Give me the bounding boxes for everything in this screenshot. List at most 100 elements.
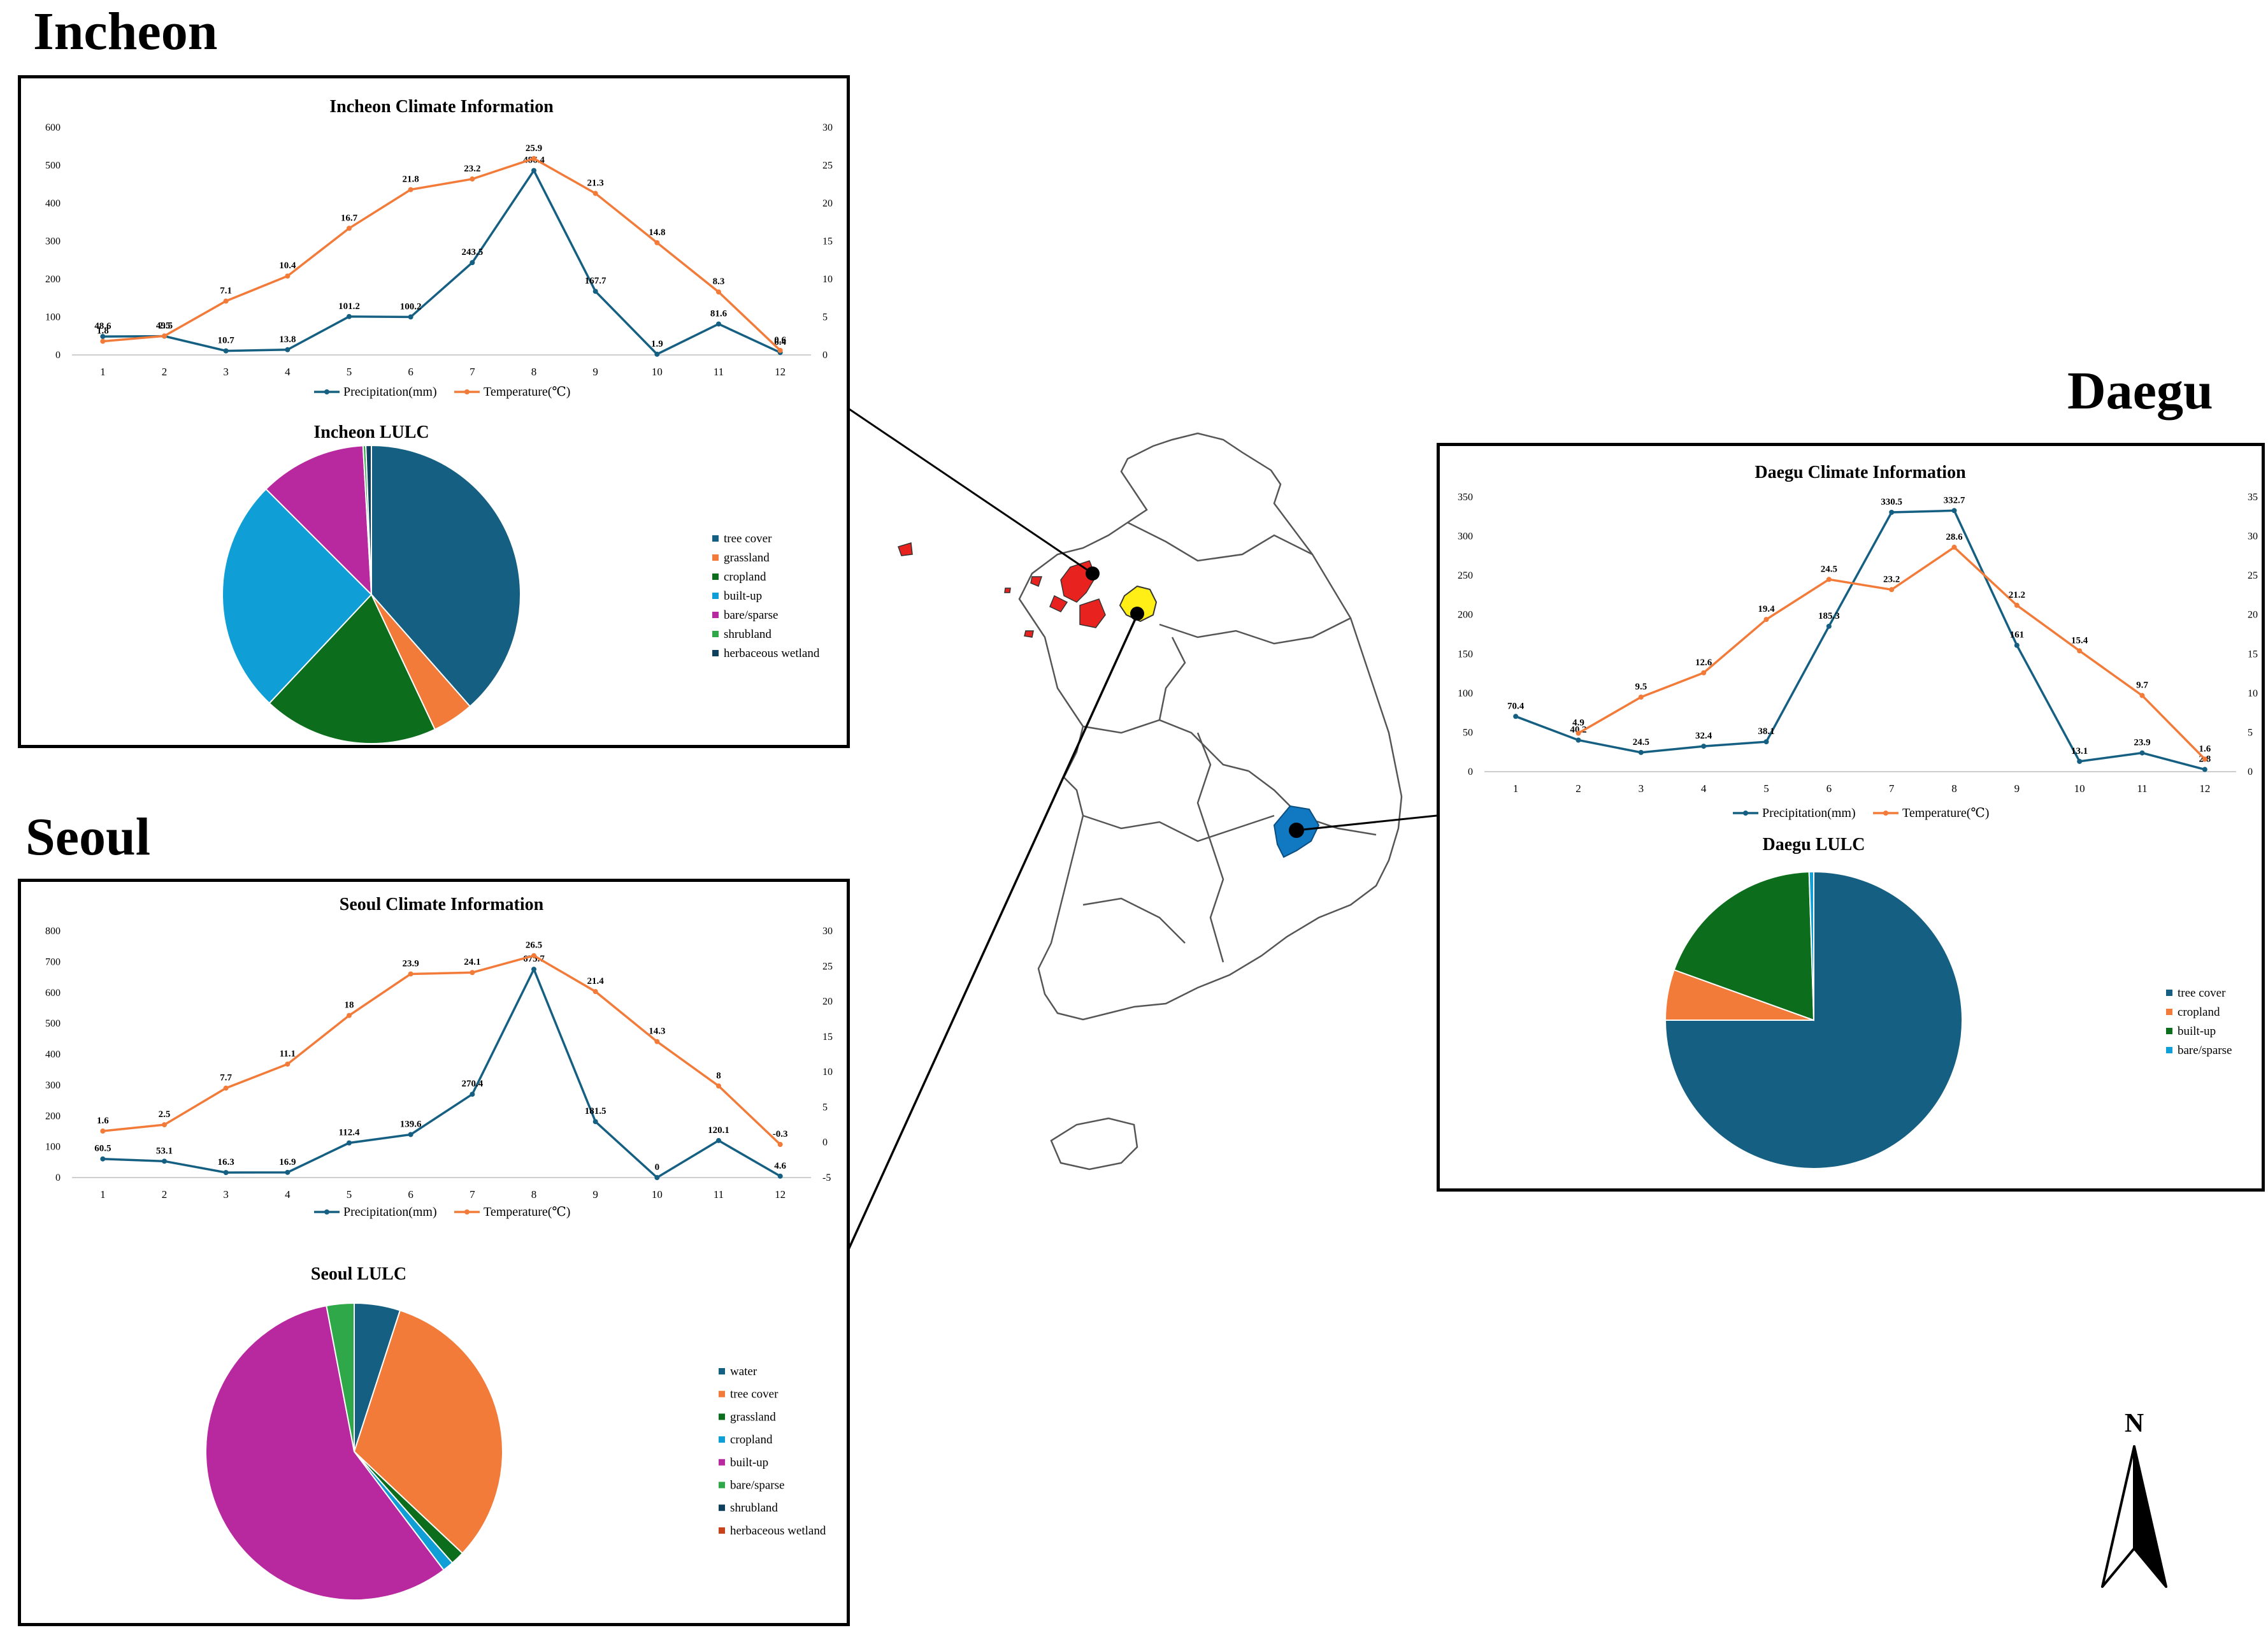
pie-legend-swatch <box>2166 1028 2172 1034</box>
pie-slice <box>365 444 372 595</box>
y-right-tick: 0 <box>822 1137 828 1148</box>
data-point <box>531 967 536 972</box>
data-label: 7.1 <box>220 286 232 296</box>
pie-legend-label: grassland <box>724 551 770 565</box>
y-left-tick: 250 <box>1458 570 1473 581</box>
data-label: 120.1 <box>708 1125 729 1136</box>
pie-legend-swatch <box>712 554 719 561</box>
x-tick: 12 <box>775 1188 786 1201</box>
data-label: 38.1 <box>1758 726 1774 737</box>
data-label: 21.3 <box>587 178 604 189</box>
pie-legend-swatch <box>719 1413 725 1420</box>
data-point <box>223 1170 229 1176</box>
pie-legend-label: shrubland <box>724 628 772 641</box>
data-point <box>2202 767 2207 772</box>
daegu-connector <box>1296 814 1437 832</box>
legend-marker <box>324 1209 329 1215</box>
x-tick: 5 <box>347 1188 352 1201</box>
series-line-0 <box>103 966 781 1179</box>
data-label: 181.5 <box>585 1106 606 1116</box>
data-point <box>470 260 475 266</box>
data-label: 16.7 <box>341 213 358 223</box>
data-label: 270.4 <box>461 1079 483 1089</box>
data-point <box>470 176 475 182</box>
data-point <box>408 187 413 192</box>
y-right-tick: 5 <box>822 312 828 323</box>
pie-legend-swatch <box>2166 1009 2172 1015</box>
data-label: 24.5 <box>1633 737 1649 747</box>
data-label: 185.3 <box>1818 611 1840 621</box>
north-arrow-label: N <box>2125 1409 2144 1438</box>
y-left-tick: 0 <box>55 1172 61 1183</box>
data-label: 28.6 <box>1946 532 1963 542</box>
legend-label: Temperature(℃) <box>1902 806 1989 820</box>
data-label: 101.2 <box>338 301 360 312</box>
x-tick: 2 <box>162 366 168 378</box>
data-label: 19.4 <box>1758 604 1775 614</box>
incheon-title: Incheon <box>33 2 218 61</box>
y-right-tick: -5 <box>822 1172 831 1183</box>
data-point <box>777 1142 783 1148</box>
legend-label: Temperature(℃) <box>484 385 570 399</box>
data-label: 23.2 <box>1883 574 1900 584</box>
data-point <box>100 1129 106 1134</box>
data-label: 4.9 <box>1572 718 1584 728</box>
data-label: 9.5 <box>1635 682 1647 692</box>
incheon-marker <box>1086 566 1100 581</box>
data-label: 53.1 <box>156 1146 173 1156</box>
pie-legend-swatch <box>2166 1047 2172 1053</box>
data-point <box>1889 510 1895 516</box>
pie-title: Seoul LULC <box>311 1264 406 1284</box>
y-left-tick: 350 <box>1458 492 1473 503</box>
pie-legend-label: cropland <box>724 570 766 584</box>
data-label: 24.5 <box>1821 564 1837 574</box>
x-tick: 11 <box>714 366 724 378</box>
data-point <box>223 348 229 354</box>
x-tick: 8 <box>531 1188 537 1201</box>
x-tick: 11 <box>714 1188 724 1201</box>
data-point <box>716 289 721 295</box>
y-right-tick: 25 <box>822 961 833 972</box>
pie-legend-swatch <box>719 1368 725 1374</box>
data-point <box>777 1173 783 1179</box>
pie-slice <box>205 1304 445 1601</box>
pie-slice <box>371 444 521 707</box>
pie-slice <box>326 1302 355 1452</box>
x-tick: 12 <box>775 366 786 378</box>
pie-legend-swatch <box>712 650 719 656</box>
data-point <box>2077 648 2083 654</box>
data-label: 40.2 <box>1570 725 1586 735</box>
pie-slice <box>353 1309 503 1554</box>
pie-legend-swatch <box>712 631 719 637</box>
daegu-title: Daegu <box>2067 361 2213 421</box>
data-point <box>347 1013 352 1018</box>
data-point <box>162 1158 167 1164</box>
pie-legend-label: tree cover <box>2178 986 2226 1000</box>
x-tick: 8 <box>1951 782 1957 795</box>
pie-legend-swatch <box>719 1482 725 1489</box>
x-tick: 7 <box>470 366 475 378</box>
pie-legend-label: tree cover <box>724 532 772 545</box>
x-tick: 6 <box>408 366 413 378</box>
data-label: 16.3 <box>218 1157 234 1167</box>
data-point <box>1638 695 1644 700</box>
x-tick: 1 <box>100 1188 106 1201</box>
data-point <box>100 1156 106 1162</box>
data-point <box>285 1169 291 1175</box>
data-label: 26.5 <box>526 941 542 951</box>
pie-legend-label: bare/sparse <box>2178 1044 2232 1057</box>
data-label: 14.8 <box>649 227 665 238</box>
pie-legend-label: bare/sparse <box>730 1479 784 1492</box>
pie-legend-swatch <box>712 573 719 580</box>
pie-legend-swatch <box>712 535 719 542</box>
data-point <box>285 273 291 279</box>
seoul-panel: Seoul Climate Information 0 100 200 300 400 50… <box>18 879 850 1626</box>
data-label: 167.7 <box>585 276 606 286</box>
data-point <box>223 1085 229 1091</box>
x-tick: 2 <box>162 1188 168 1201</box>
data-label: 12.6 <box>1695 658 1712 668</box>
x-tick: 5 <box>347 366 352 378</box>
data-point <box>716 321 721 327</box>
pie-legend-label: herbaceous wetland <box>730 1524 826 1538</box>
